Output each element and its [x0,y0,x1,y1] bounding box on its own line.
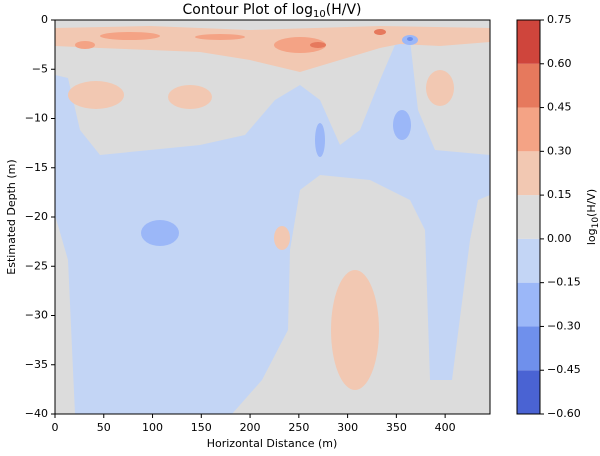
colorbar-label-text: (H/V) [585,189,598,217]
colorbar-band [517,238,540,283]
y-tick-label: −10 [25,112,48,125]
colorbar-label: log10(H/V) [585,189,600,245]
x-tick-label: 250 [288,421,309,434]
x-axis-label: Horizontal Distance (m) [207,437,338,450]
contour-region [331,270,379,390]
colorbar-label-text: log [585,228,598,245]
colorbar-band [517,151,540,196]
contour-region [393,110,411,140]
y-tick-label: −25 [25,259,48,272]
y-axis-label: Estimated Depth (m) [5,159,18,274]
y-tick-label: −15 [25,161,48,174]
contour-region [315,123,325,157]
y-tick-label: −30 [25,309,48,322]
colorbar-band [517,326,540,371]
chart-title: Contour Plot of log10(H/V) [183,2,362,20]
contour-region [168,85,212,109]
contour-region [274,37,326,53]
x-tick-label: 0 [52,421,59,434]
colorbar-tick-label: 0.30 [547,144,572,157]
y-tick-label: 0 [41,13,48,26]
x-tick-label: 350 [386,421,407,434]
colorbar-tick-label: 0.45 [547,101,572,114]
colorbar-band [517,370,540,414]
contour-region [407,37,413,41]
contour-region [426,70,454,106]
colorbar-band [517,107,540,152]
contour-region [195,34,245,40]
contour-field [55,20,490,414]
x-tick-label: 50 [97,421,111,434]
x-tick-label: 400 [435,421,456,434]
x-tick-label: 100 [142,421,163,434]
colorbar-frame [516,19,541,415]
y-tick-label: −20 [25,210,48,223]
colorbar-tick-label: −0.30 [547,319,581,332]
contour-region [274,226,290,250]
colorbar-tick-label: 0.15 [547,188,572,201]
title-text: Contour Plot of log [183,2,313,18]
x-tick-label: 200 [240,421,261,434]
colorbar-tick-label: −0.15 [547,276,581,289]
colorbar-tick-label: −0.60 [547,407,581,420]
colorbar-band [517,282,540,327]
colorbar-band [517,195,540,239]
y-tick-label: −5 [32,62,48,75]
colorbar-tick-label: −0.45 [547,363,581,376]
colorbar-band [517,63,540,108]
x-tick-label: 150 [191,421,212,434]
colorbar-tick-label: 0.60 [547,57,572,70]
contour-region [141,220,179,246]
contour-region [374,29,386,35]
y-tick-label: −40 [25,407,48,420]
title-text: (H/V) [326,2,362,18]
contour-region [55,40,490,414]
y-tick-label: −35 [25,358,48,371]
colorbar-tick-label: 0.75 [547,13,572,26]
contour-region [55,26,490,72]
colorbar-tick-label: 0.00 [547,232,572,245]
contour-region [100,32,160,40]
colorbar-band [517,20,540,64]
contour-region [75,41,95,49]
x-tick-label: 300 [337,421,358,434]
contour-region [310,42,326,48]
title-sub: 10 [313,9,326,20]
colorbar-label-sub: 10 [591,217,600,229]
contour-region [68,81,124,109]
